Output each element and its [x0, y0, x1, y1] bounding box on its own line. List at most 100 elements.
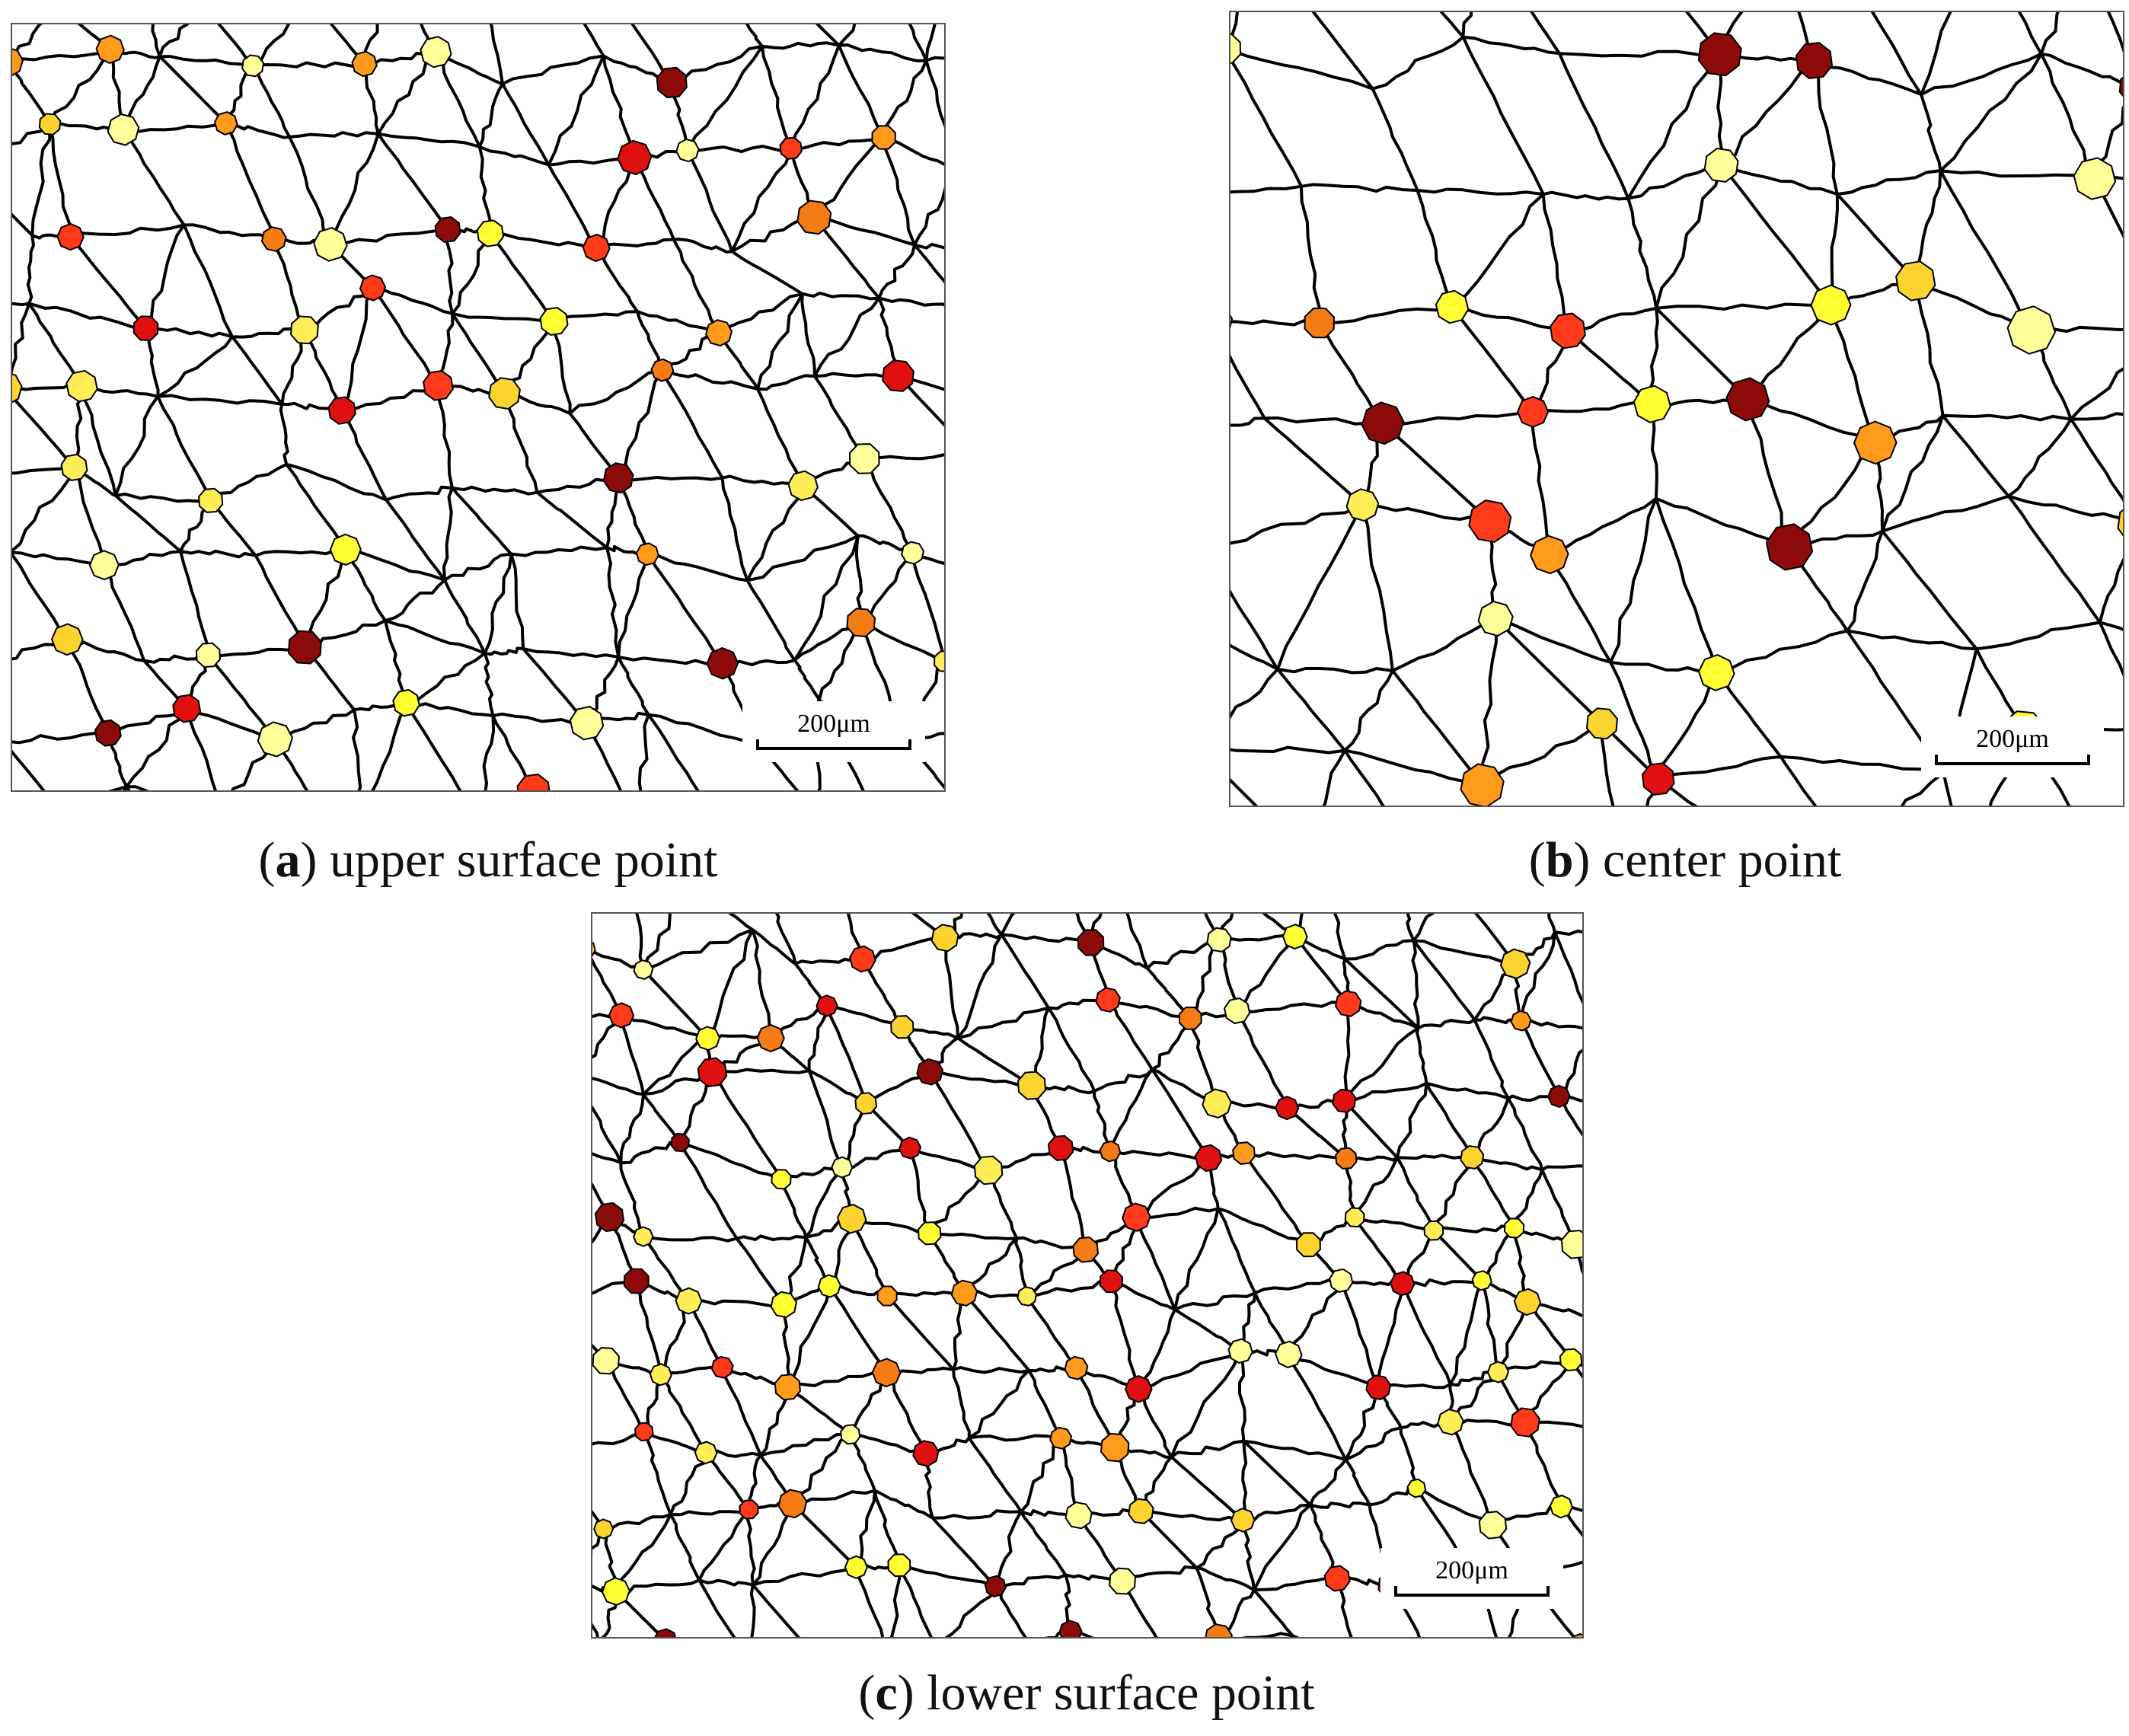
grain [420, 36, 452, 69]
grain [1560, 1230, 1582, 1259]
grain [1585, 707, 1619, 740]
grain [918, 1221, 942, 1246]
grain [1304, 307, 1335, 339]
grain [198, 487, 224, 513]
grain [1471, 1270, 1492, 1291]
grain [1275, 1340, 1303, 1369]
panel-label: a [259, 832, 318, 888]
grain [697, 1057, 728, 1088]
grain [1406, 1478, 1427, 1498]
grain [1795, 41, 1834, 80]
grain [2118, 76, 2123, 97]
recrystallized-grains [592, 924, 1582, 1637]
grain [602, 462, 634, 494]
grain [1460, 763, 1505, 806]
scale-bar-label: 200μm [1435, 1556, 1508, 1584]
grain [882, 359, 914, 392]
grain [1205, 1623, 1233, 1637]
grain [890, 1015, 914, 1039]
grain [1390, 1271, 1416, 1297]
grain [1202, 1088, 1232, 1119]
grain [871, 125, 896, 150]
grain [1332, 1088, 1357, 1113]
grain [359, 274, 387, 302]
grain [1095, 987, 1121, 1013]
grain [1697, 32, 1742, 77]
grain [195, 642, 222, 669]
grain [1064, 1355, 1089, 1380]
grain [649, 1363, 672, 1387]
grain [434, 216, 461, 244]
grain [984, 1575, 1007, 1597]
grain [849, 945, 876, 973]
grain [392, 688, 420, 717]
grain [582, 233, 611, 263]
grain [1047, 1134, 1074, 1161]
grain [289, 315, 319, 345]
grain [488, 377, 521, 410]
grain [901, 541, 925, 565]
micrograph: 200μm [11, 23, 946, 792]
grain [1230, 314, 1234, 329]
recrystallized-grains [12, 34, 944, 790]
grain [1549, 1494, 1574, 1519]
grain [1697, 654, 1735, 691]
grain [930, 924, 959, 953]
grain [95, 34, 125, 64]
grain [1633, 385, 1671, 423]
micrograph-image: 200μm [1230, 12, 2123, 806]
grain [1703, 147, 1739, 183]
grain [840, 1424, 861, 1445]
grain [327, 396, 356, 425]
grain [710, 1355, 734, 1379]
grain [213, 111, 238, 136]
grain [1345, 488, 1380, 522]
grain [1232, 1141, 1256, 1165]
scale-bar-bg [1380, 1548, 1563, 1609]
grain [796, 199, 832, 235]
grain [1017, 1286, 1038, 1307]
grain [593, 1518, 614, 1540]
recrystallized-grains [1230, 32, 2123, 806]
grain-boundaries [592, 914, 1582, 1637]
grain [107, 113, 140, 146]
micrograph-image: 200μm [12, 24, 944, 790]
grain-boundaries [1230, 12, 2123, 806]
micrograph-image: 200μm [592, 914, 1582, 1637]
grain [831, 1156, 854, 1179]
grain [1765, 523, 1814, 571]
grain [1122, 1202, 1151, 1232]
caption-text: center point [1602, 832, 1842, 888]
grain [516, 774, 551, 790]
grain [779, 136, 803, 160]
grain [1335, 1147, 1358, 1170]
grain [1510, 1010, 1532, 1032]
grain [770, 1291, 797, 1319]
grain [1486, 1361, 1510, 1383]
grain [973, 1155, 1004, 1186]
grain [1571, 1632, 1582, 1637]
grain [1365, 1374, 1391, 1400]
grain [1282, 924, 1308, 950]
grain [1323, 1565, 1351, 1592]
grain [1275, 1096, 1300, 1121]
grain [1227, 1338, 1253, 1364]
grain [1178, 1006, 1202, 1030]
grain [1049, 1426, 1073, 1450]
grain [777, 1489, 808, 1519]
grain [1064, 1501, 1093, 1530]
grain [1017, 1071, 1047, 1100]
scale-bar-label: 200μm [1976, 725, 2049, 753]
grain [1725, 377, 1770, 422]
grain [787, 470, 819, 502]
grain [50, 623, 84, 656]
caption: c lower surface point [858, 1664, 1314, 1722]
grain [650, 358, 675, 382]
grain [633, 959, 654, 980]
scale-bar [1935, 755, 2090, 765]
grain [670, 1132, 690, 1153]
grain [88, 550, 120, 581]
grain [94, 719, 122, 747]
grain [695, 1026, 721, 1051]
grain [1206, 927, 1232, 953]
